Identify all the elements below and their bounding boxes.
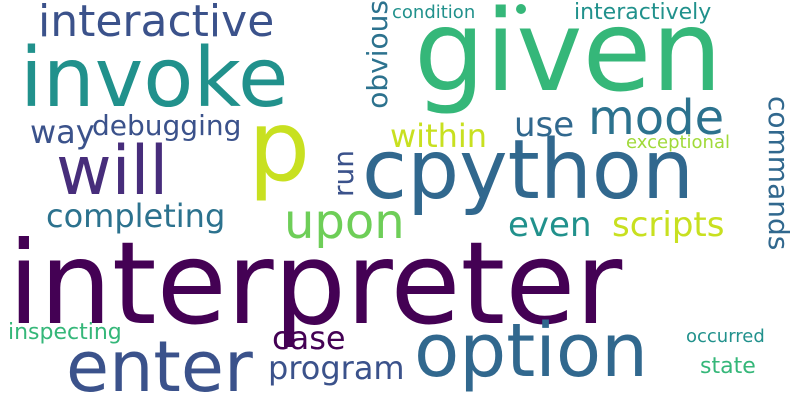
word-option: option	[414, 308, 648, 394]
word-enter: enter	[66, 326, 253, 400]
word-even: even	[508, 205, 592, 245]
word-completing: completing	[46, 197, 226, 235]
word-interactively: interactively	[574, 0, 712, 25]
word-condition: condition	[392, 2, 476, 23]
decorative-dot	[516, 4, 526, 14]
word-state: state	[700, 354, 756, 379]
word-exceptional: exceptional	[626, 132, 731, 153]
word-invoke: invoke	[20, 31, 289, 126]
word-commands: commands	[762, 96, 795, 251]
word-way: way	[30, 113, 95, 151]
word-inspecting: inspecting	[8, 320, 122, 345]
word-interactive: interactive	[38, 0, 275, 47]
word-case: case	[272, 319, 346, 357]
word-obvious: obvious	[361, 0, 394, 109]
word-interpreter: interpreter	[8, 217, 623, 350]
word-scripts: scripts	[612, 205, 725, 245]
word-will: will	[56, 132, 169, 211]
word-program: program	[268, 349, 405, 387]
word-given: given	[414, 0, 723, 117]
word-use: use	[514, 105, 575, 145]
word-upon: upon	[284, 194, 405, 250]
word-within: within	[390, 117, 488, 155]
word-cpython: cpython	[362, 123, 694, 218]
word-run: run	[327, 150, 360, 198]
word-mode: mode	[588, 90, 725, 146]
word-p: p	[248, 90, 311, 204]
word-occurred: occurred	[686, 326, 765, 347]
word-debugging: debugging	[92, 109, 242, 142]
